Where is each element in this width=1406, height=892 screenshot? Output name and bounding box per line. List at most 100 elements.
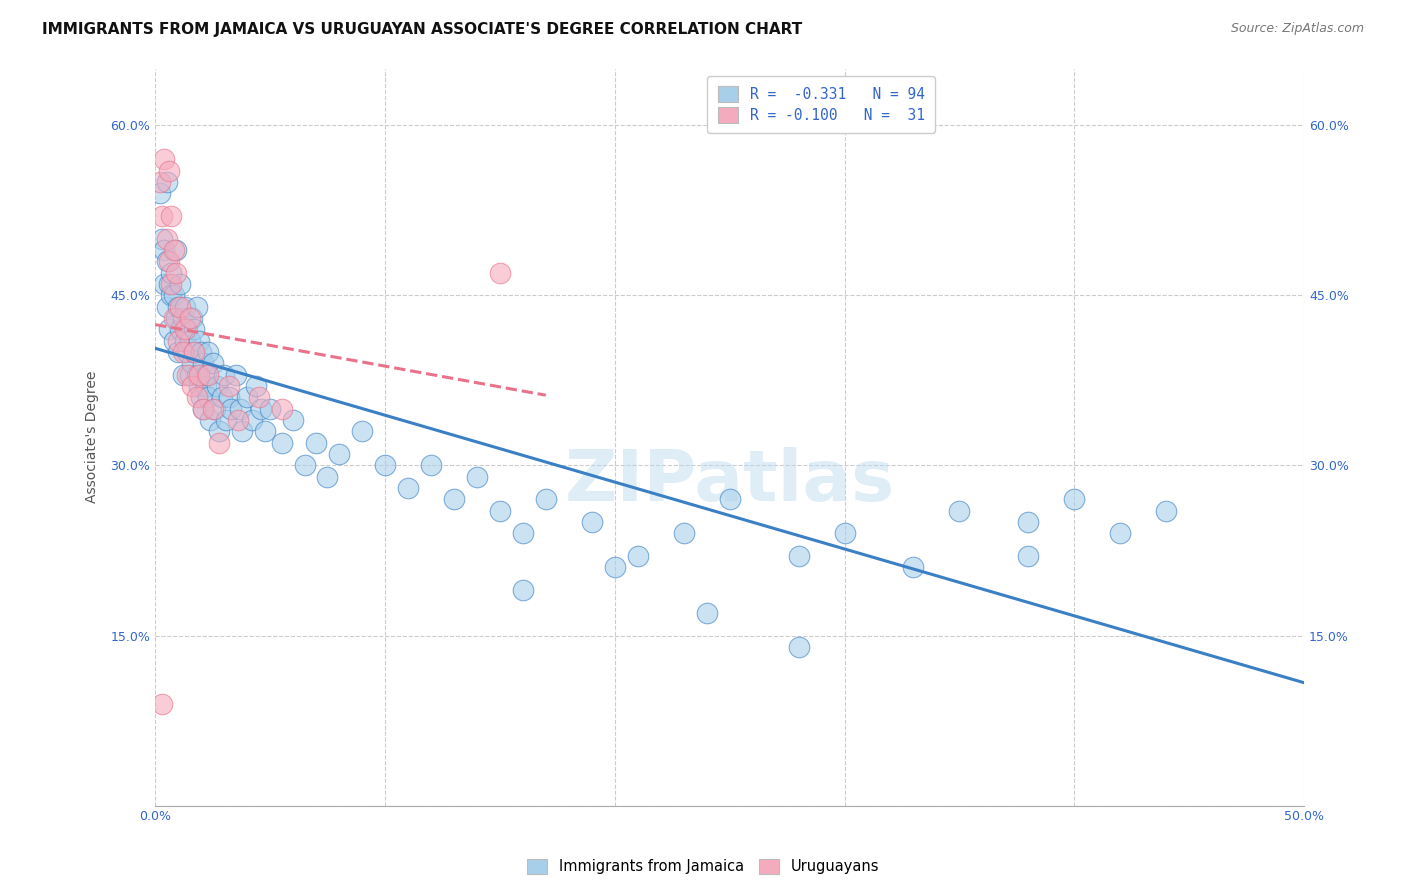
Point bbox=[156, 232, 179, 246]
Point bbox=[150, 232, 173, 246]
Point bbox=[186, 300, 208, 314]
Point bbox=[512, 526, 534, 541]
Point bbox=[180, 379, 202, 393]
Point bbox=[165, 243, 187, 257]
Point bbox=[156, 175, 179, 189]
Point bbox=[174, 300, 197, 314]
Point bbox=[186, 390, 208, 404]
Point bbox=[162, 334, 184, 348]
Point bbox=[179, 334, 201, 348]
Point bbox=[169, 322, 191, 336]
Point bbox=[236, 390, 259, 404]
Point bbox=[150, 209, 173, 223]
Point bbox=[169, 300, 191, 314]
Point bbox=[162, 243, 184, 257]
Point bbox=[250, 401, 273, 416]
Point bbox=[443, 492, 465, 507]
Point bbox=[259, 401, 281, 416]
Point bbox=[672, 526, 695, 541]
Point bbox=[197, 345, 219, 359]
Point bbox=[193, 401, 215, 416]
Point bbox=[270, 401, 292, 416]
Point bbox=[156, 254, 179, 268]
Point bbox=[150, 697, 173, 711]
Point bbox=[187, 334, 209, 348]
Point bbox=[153, 153, 176, 167]
Point bbox=[176, 368, 198, 382]
Point bbox=[488, 266, 510, 280]
Point bbox=[172, 345, 194, 359]
Point bbox=[160, 277, 183, 291]
Point bbox=[179, 368, 201, 382]
Point bbox=[193, 401, 215, 416]
Point bbox=[160, 288, 183, 302]
Point bbox=[201, 356, 224, 370]
Point bbox=[167, 300, 190, 314]
Point bbox=[174, 322, 197, 336]
Point bbox=[627, 549, 650, 563]
Point bbox=[183, 345, 205, 359]
Point bbox=[205, 379, 228, 393]
Point bbox=[219, 401, 242, 416]
Point bbox=[512, 583, 534, 598]
Point bbox=[190, 345, 212, 359]
Point bbox=[218, 390, 240, 404]
Point bbox=[157, 277, 180, 291]
Point bbox=[162, 311, 184, 326]
Point bbox=[169, 277, 191, 291]
Point bbox=[218, 379, 240, 393]
Point bbox=[179, 311, 201, 326]
Point bbox=[167, 345, 190, 359]
Point bbox=[208, 435, 231, 450]
Point bbox=[948, 504, 970, 518]
Point bbox=[193, 356, 215, 370]
Point bbox=[316, 469, 339, 483]
Legend: R =  -0.331   N = 94, R = -0.100   N =  31: R = -0.331 N = 94, R = -0.100 N = 31 bbox=[707, 76, 935, 133]
Point bbox=[718, 492, 741, 507]
Point bbox=[197, 368, 219, 382]
Point bbox=[374, 458, 396, 473]
Point bbox=[1063, 492, 1085, 507]
Point bbox=[174, 334, 197, 348]
Point bbox=[281, 413, 304, 427]
Point bbox=[294, 458, 316, 473]
Point bbox=[194, 368, 217, 382]
Point bbox=[176, 345, 198, 359]
Point bbox=[534, 492, 557, 507]
Point bbox=[180, 311, 202, 326]
Point bbox=[465, 469, 488, 483]
Point bbox=[153, 277, 176, 291]
Point bbox=[204, 401, 226, 416]
Point bbox=[165, 266, 187, 280]
Point bbox=[270, 435, 292, 450]
Point bbox=[149, 186, 172, 201]
Point bbox=[603, 560, 626, 574]
Point bbox=[211, 390, 233, 404]
Point bbox=[350, 425, 373, 439]
Point bbox=[186, 368, 208, 382]
Point bbox=[167, 334, 190, 348]
Point bbox=[157, 254, 180, 268]
Point bbox=[1017, 549, 1039, 563]
Point bbox=[183, 322, 205, 336]
Point bbox=[226, 413, 249, 427]
Y-axis label: Associate's Degree: Associate's Degree bbox=[86, 371, 100, 503]
Point bbox=[834, 526, 856, 541]
Point bbox=[149, 175, 172, 189]
Point bbox=[172, 368, 194, 382]
Point bbox=[215, 413, 238, 427]
Point bbox=[157, 163, 180, 178]
Point bbox=[156, 300, 179, 314]
Point bbox=[328, 447, 350, 461]
Point bbox=[247, 390, 270, 404]
Point bbox=[787, 549, 810, 563]
Legend: Immigrants from Jamaica, Uruguayans: Immigrants from Jamaica, Uruguayans bbox=[522, 853, 884, 880]
Point bbox=[190, 390, 212, 404]
Point bbox=[229, 401, 252, 416]
Point bbox=[183, 345, 205, 359]
Point bbox=[903, 560, 925, 574]
Point bbox=[194, 379, 217, 393]
Point bbox=[187, 379, 209, 393]
Point bbox=[787, 640, 810, 654]
Point bbox=[696, 606, 718, 620]
